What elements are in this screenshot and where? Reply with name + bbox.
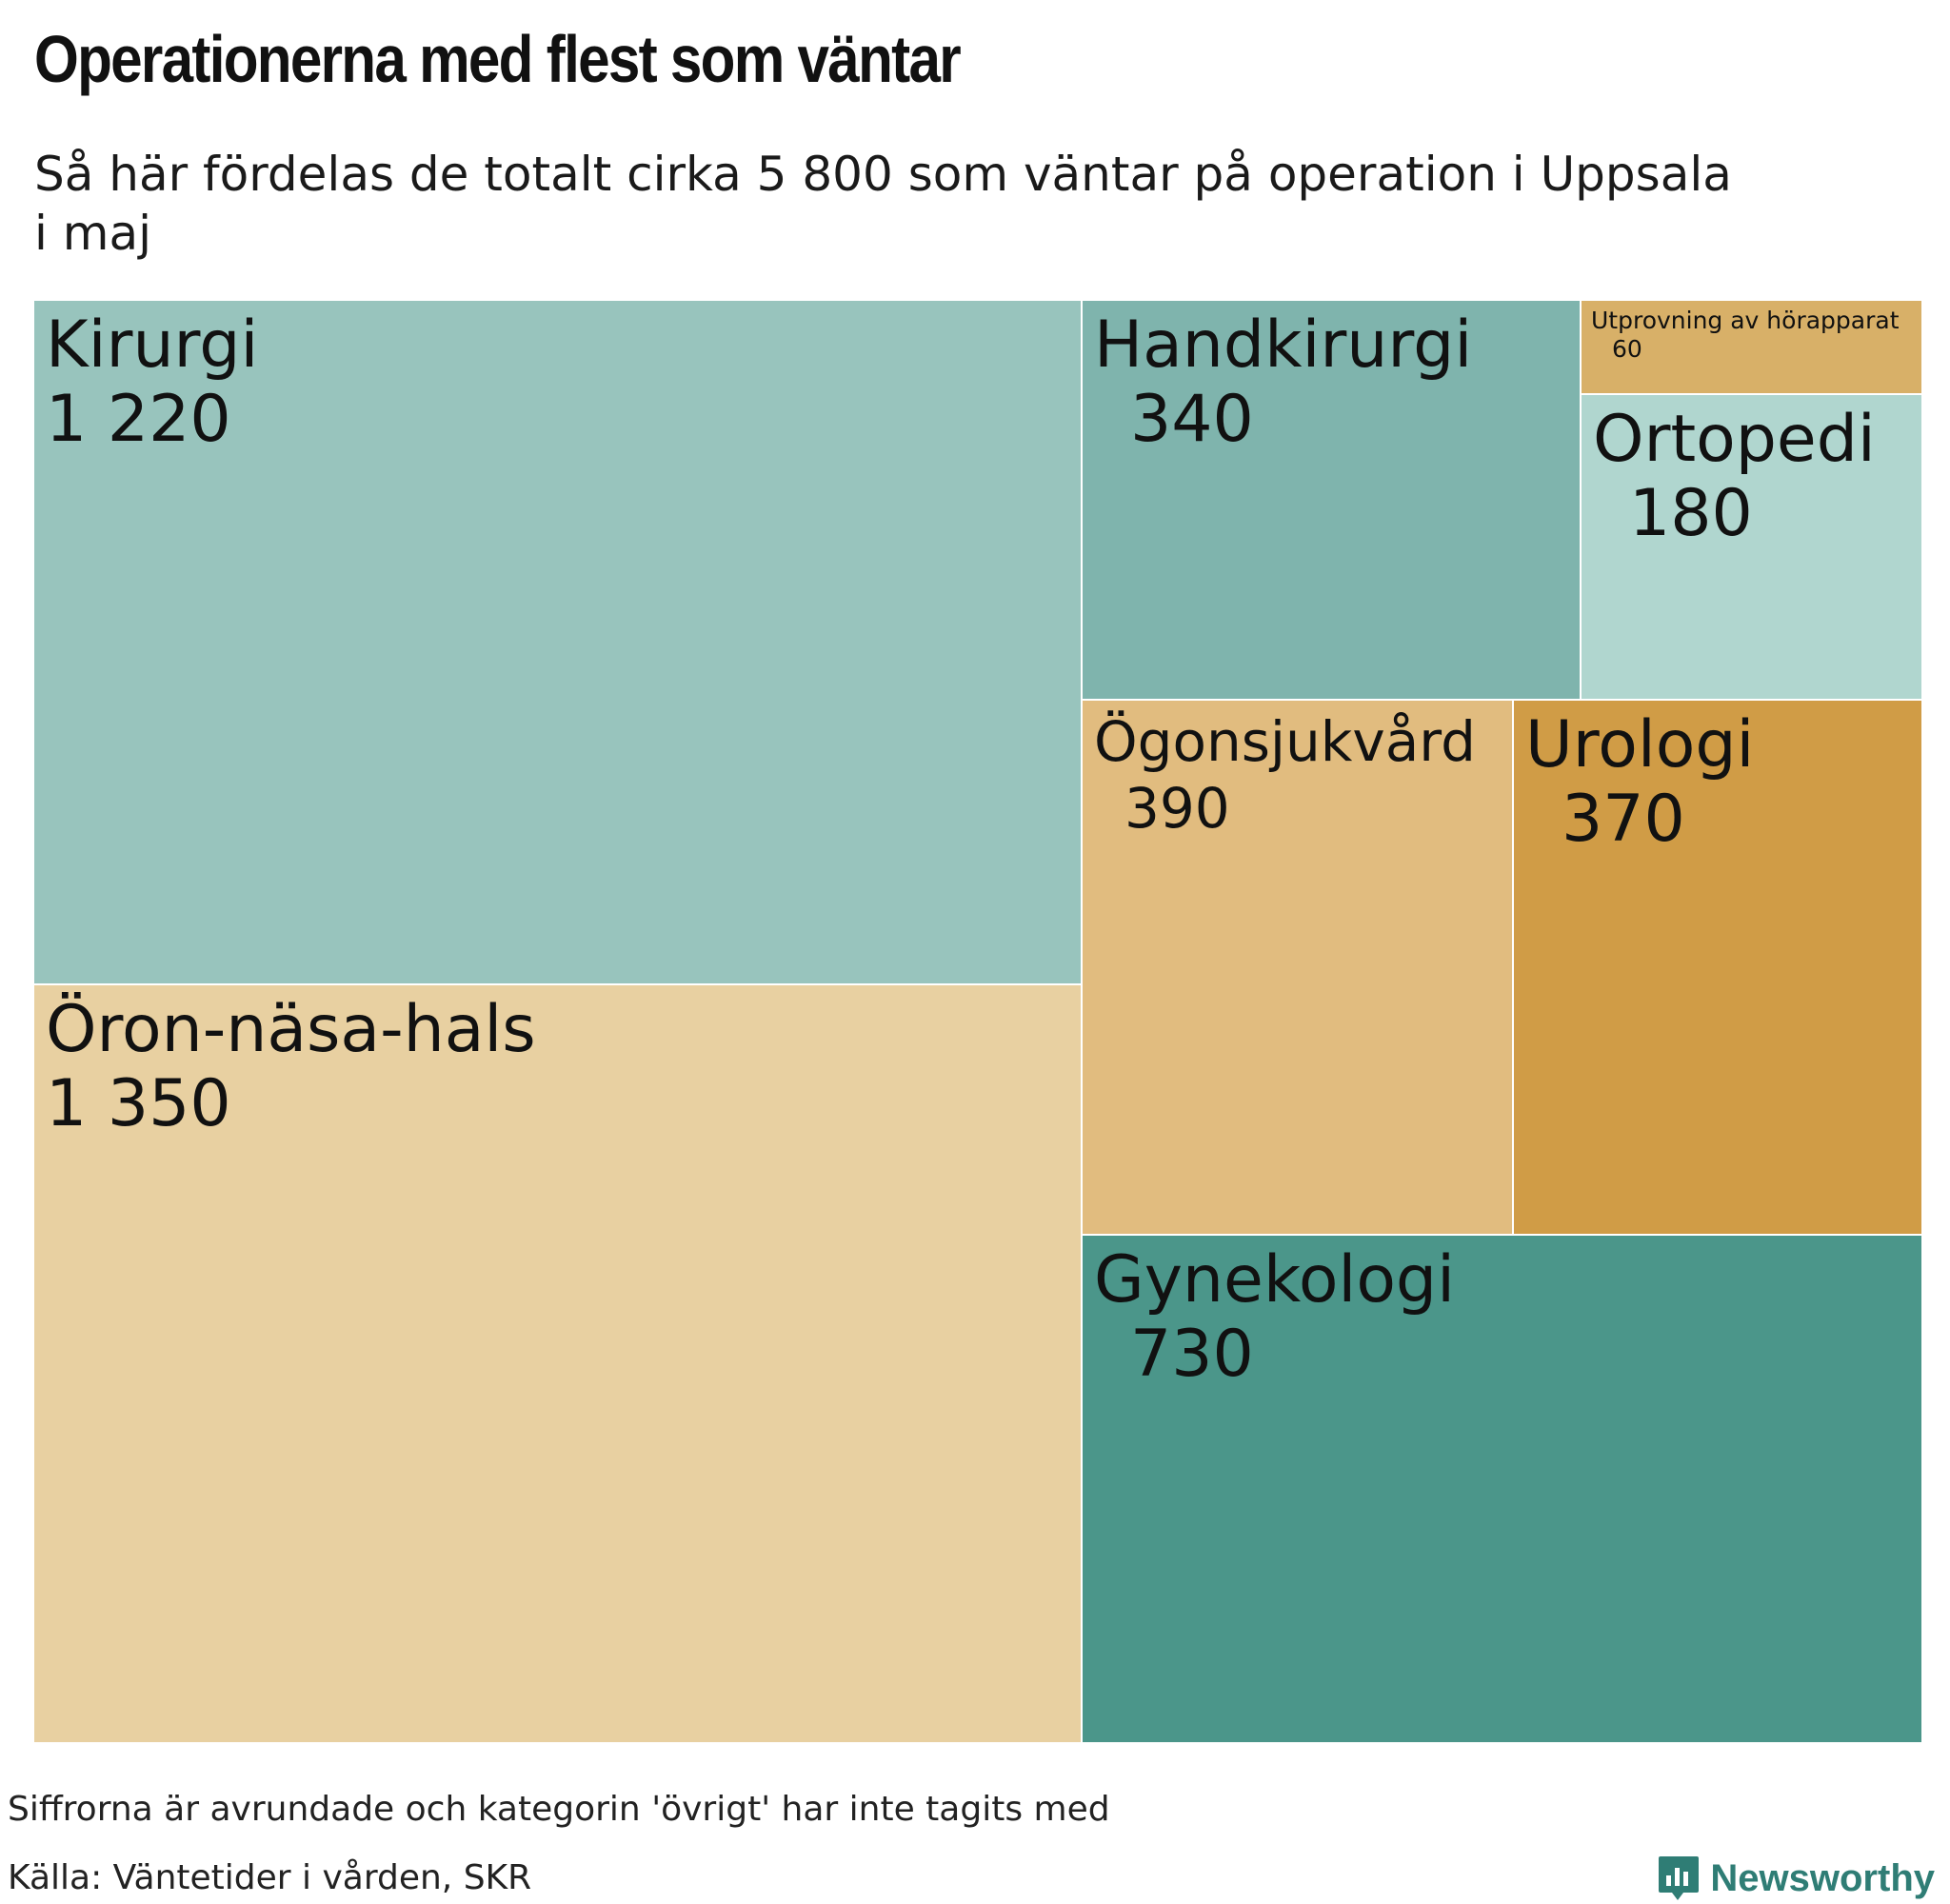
tile-name-label: Ortopedi: [1593, 402, 1876, 477]
treemap-tile-ortopedi[interactable]: Ortopedi 180: [1582, 395, 1923, 701]
treemap: Kirurgi 1 220 Öron-näsa-hals 1 350 Handkirur…: [34, 301, 1923, 1744]
tile-name-label: Utprovning av hörapparat: [1591, 307, 1900, 334]
source-note: Källa: Väntetider i vården, SKR: [8, 1858, 532, 1897]
treemap-tile-utprovning-av-hörapparat[interactable]: Utprovning av hörapparat 60: [1582, 301, 1923, 395]
tile-name-label: Gynekologi: [1094, 1242, 1455, 1318]
brand-logo[interactable]: Newsworthy: [1657, 1854, 1935, 1902]
treemap-tile-urologi[interactable]: Urologi 370: [1514, 701, 1923, 1236]
tile-value-label: 370: [1562, 782, 1685, 857]
treemap-tile-ögonsjukvård[interactable]: Ögonsjukvård 390: [1083, 701, 1514, 1236]
tile-value-label: 180: [1629, 476, 1753, 551]
treemap-tile-gynekologi[interactable]: Gynekologi 730: [1083, 1236, 1923, 1744]
tile-name-label: Kirurgi: [46, 307, 259, 383]
tile-name-label: Urologi: [1525, 707, 1755, 783]
brand-name: Newsworthy: [1710, 1856, 1935, 1899]
newsworthy-logo-icon: [1659, 1856, 1700, 1900]
tile-value-label: 1 350: [46, 1066, 231, 1141]
footnote: Siffrorna är avrundade och kategorin 'öv…: [8, 1790, 1110, 1829]
treemap-tile-handkirurgi[interactable]: Handkirurgi 340: [1083, 301, 1582, 701]
tile-name-label: Ögonsjukvård: [1094, 709, 1476, 774]
chart-subtitle: Så här fördelas de totalt cirka 5 800 so…: [34, 147, 1732, 261]
treemap-tile-kirurgi[interactable]: Kirurgi 1 220: [34, 301, 1083, 985]
tile-value-label: 730: [1130, 1317, 1254, 1392]
tile-name-label: Handkirurgi: [1094, 307, 1473, 383]
tile-name-label: Öron-näsa-hals: [46, 992, 536, 1067]
tile-value-label: 60: [1612, 335, 1642, 363]
tile-value-label: 1 220: [46, 382, 231, 457]
tile-value-label: 390: [1124, 776, 1230, 841]
treemap-tile-öron-näsa-hals[interactable]: Öron-näsa-hals 1 350: [34, 985, 1083, 1744]
tile-value-label: 340: [1130, 382, 1254, 457]
chart-title: Operationerna med flest som väntar: [34, 22, 962, 96]
